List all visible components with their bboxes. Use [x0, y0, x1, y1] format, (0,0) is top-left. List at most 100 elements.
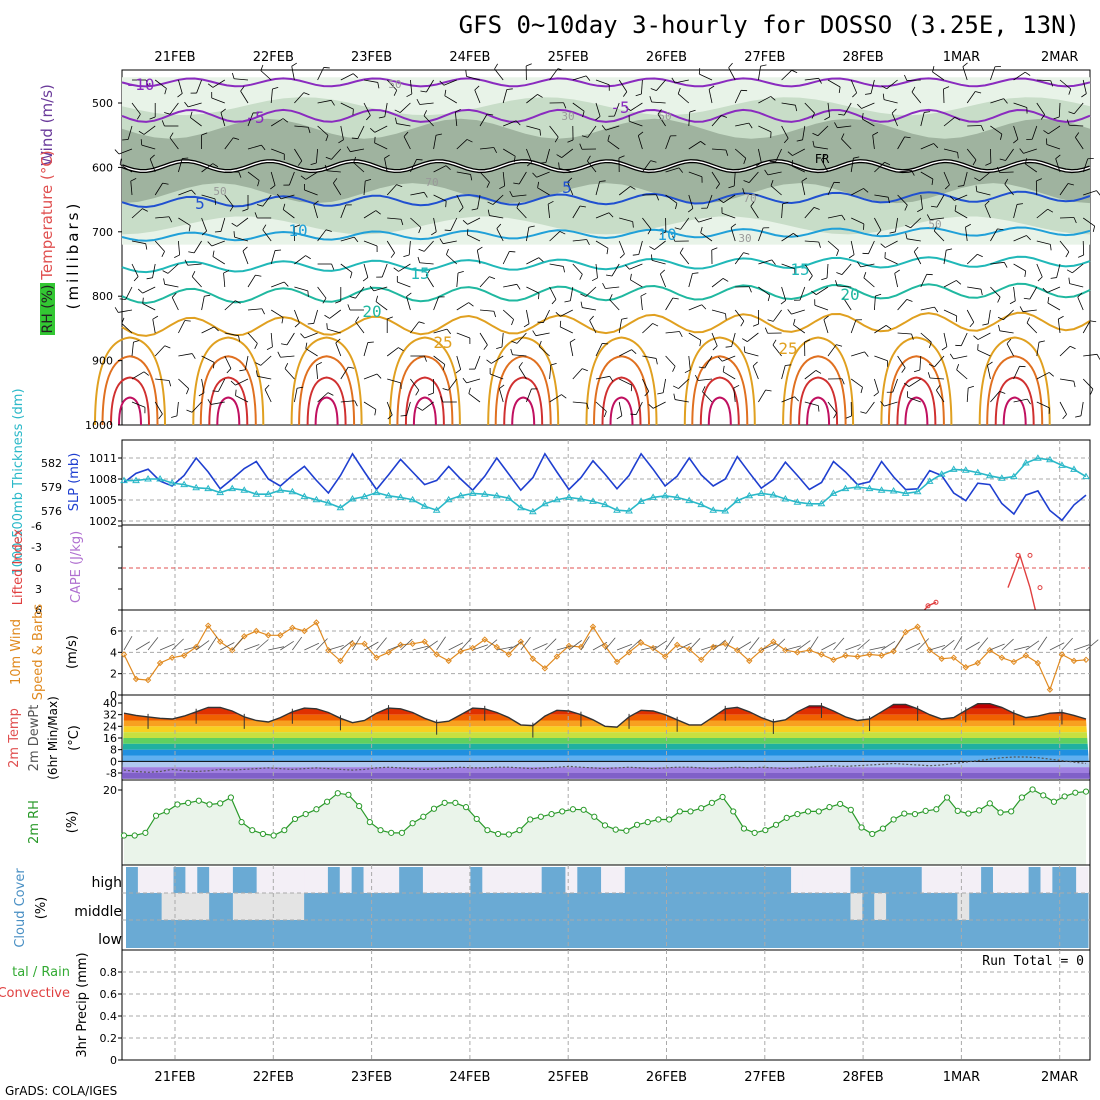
wind-barb [294, 309, 300, 324]
wind-barb [326, 170, 341, 173]
cloud-cell [304, 867, 317, 893]
wind-barb-flag [700, 226, 703, 233]
wind-barb [516, 207, 527, 219]
wind-barb [397, 281, 411, 288]
wind-barb-flag [997, 228, 1004, 231]
isotherm [121, 108, 1091, 123]
wind-barb [1036, 342, 1040, 357]
wind-barb [702, 391, 713, 403]
wind-barb-flag [1065, 251, 1070, 258]
wind-speed-marker [1010, 658, 1018, 666]
wind-speed-marker [830, 656, 837, 664]
wind-barb [247, 144, 262, 150]
wind-barb [728, 67, 736, 81]
wind-barb-flag [780, 300, 786, 305]
wind-speed-marker [854, 653, 861, 660]
cloud-cell [327, 920, 341, 948]
wind-barb-10m [917, 638, 930, 651]
wind-barb-flag [496, 346, 503, 350]
cloud-cell [862, 893, 875, 920]
wind-barb [962, 66, 968, 81]
wind-barb [1036, 102, 1045, 115]
wind-barb [374, 142, 388, 150]
wind-barb-flag [679, 331, 683, 338]
wind-barb-flag [824, 116, 830, 121]
wind-barb-flag [1069, 345, 1076, 350]
wind-barb-flag [648, 404, 654, 409]
cloud-cell [886, 867, 899, 893]
y-tick-label: -8 [106, 767, 117, 780]
cloud-cell [601, 920, 614, 948]
ylabel-temperature: Temperature (°C) [38, 150, 56, 280]
wind-barb [758, 286, 770, 296]
wind-barb [131, 371, 145, 380]
wind-barb [294, 148, 303, 162]
warm-lobe [290, 336, 363, 426]
wind-barb [403, 136, 411, 150]
thickness-marker [709, 506, 718, 513]
wind-barb [758, 227, 764, 242]
cloud-cell [589, 920, 602, 948]
rh-marker [142, 829, 149, 836]
wind-speed-marker [685, 645, 693, 653]
warm-lobe [699, 376, 740, 426]
wind-barb [399, 102, 411, 113]
wind-barb-10m [460, 637, 472, 651]
wind-barb [907, 396, 921, 403]
wind-barb [750, 206, 759, 219]
wind-barb-flag [752, 361, 758, 367]
wind-barb [1075, 137, 1084, 150]
y-tick-label: 0 [110, 689, 117, 702]
wind-barb-flag [671, 77, 676, 84]
wind-barb [131, 208, 143, 219]
cloud-cell [529, 893, 543, 920]
wind-barb-flag [632, 254, 639, 256]
ylabel-cape: CAPE (J/kg) [69, 531, 84, 603]
wind-barb [1083, 353, 1098, 357]
wind-barb [589, 320, 597, 334]
date-label-top: 21FEB [154, 50, 195, 65]
wind-barb-10m [388, 643, 404, 651]
wind-barb-flag [528, 225, 535, 228]
date-label-bottom: 1MAR [943, 1070, 980, 1085]
wind-barb [419, 102, 434, 105]
cloud-cell [387, 920, 400, 948]
wind-barb-flag [518, 362, 523, 368]
warm-lobe [94, 336, 166, 426]
wind-barb-flag [394, 109, 401, 113]
wind-barb-flag [415, 389, 420, 396]
rh-marker [847, 806, 854, 813]
cloud-cell [933, 867, 946, 893]
wind-barb [1013, 398, 1028, 403]
wind-barb [357, 125, 365, 139]
wind-barb-flag [532, 330, 537, 336]
wind-barb [188, 102, 202, 108]
cloud-cell [1052, 867, 1065, 893]
cloud-cell [458, 867, 471, 893]
wind-barb [363, 342, 369, 357]
thickness-marker [504, 494, 513, 501]
cloud-cell [719, 920, 733, 948]
wind-barb-flag [906, 299, 913, 302]
wind-barb [897, 136, 905, 150]
ylabel-2m-rh: 2m RH [27, 800, 42, 844]
wind-barb-flag [1038, 340, 1045, 343]
wind-barb [884, 257, 898, 265]
temp-line [123, 703, 1087, 728]
wind-barb-flag [678, 167, 684, 173]
wind-barb [313, 309, 318, 324]
cloud-cell [886, 920, 899, 948]
rh-marker [420, 813, 427, 820]
cloud-cell [636, 893, 650, 920]
wind-barb [381, 263, 388, 278]
wind-barb-flag [587, 155, 591, 162]
wind-barb [642, 217, 652, 230]
wind-barb [443, 79, 457, 86]
wind-barb-flag [387, 316, 393, 320]
wind-barb-10m [652, 640, 667, 651]
wind-barb-flag [631, 349, 637, 354]
wind-barb [235, 378, 249, 386]
cloud-cell [743, 867, 756, 893]
wind-barb [884, 401, 898, 407]
